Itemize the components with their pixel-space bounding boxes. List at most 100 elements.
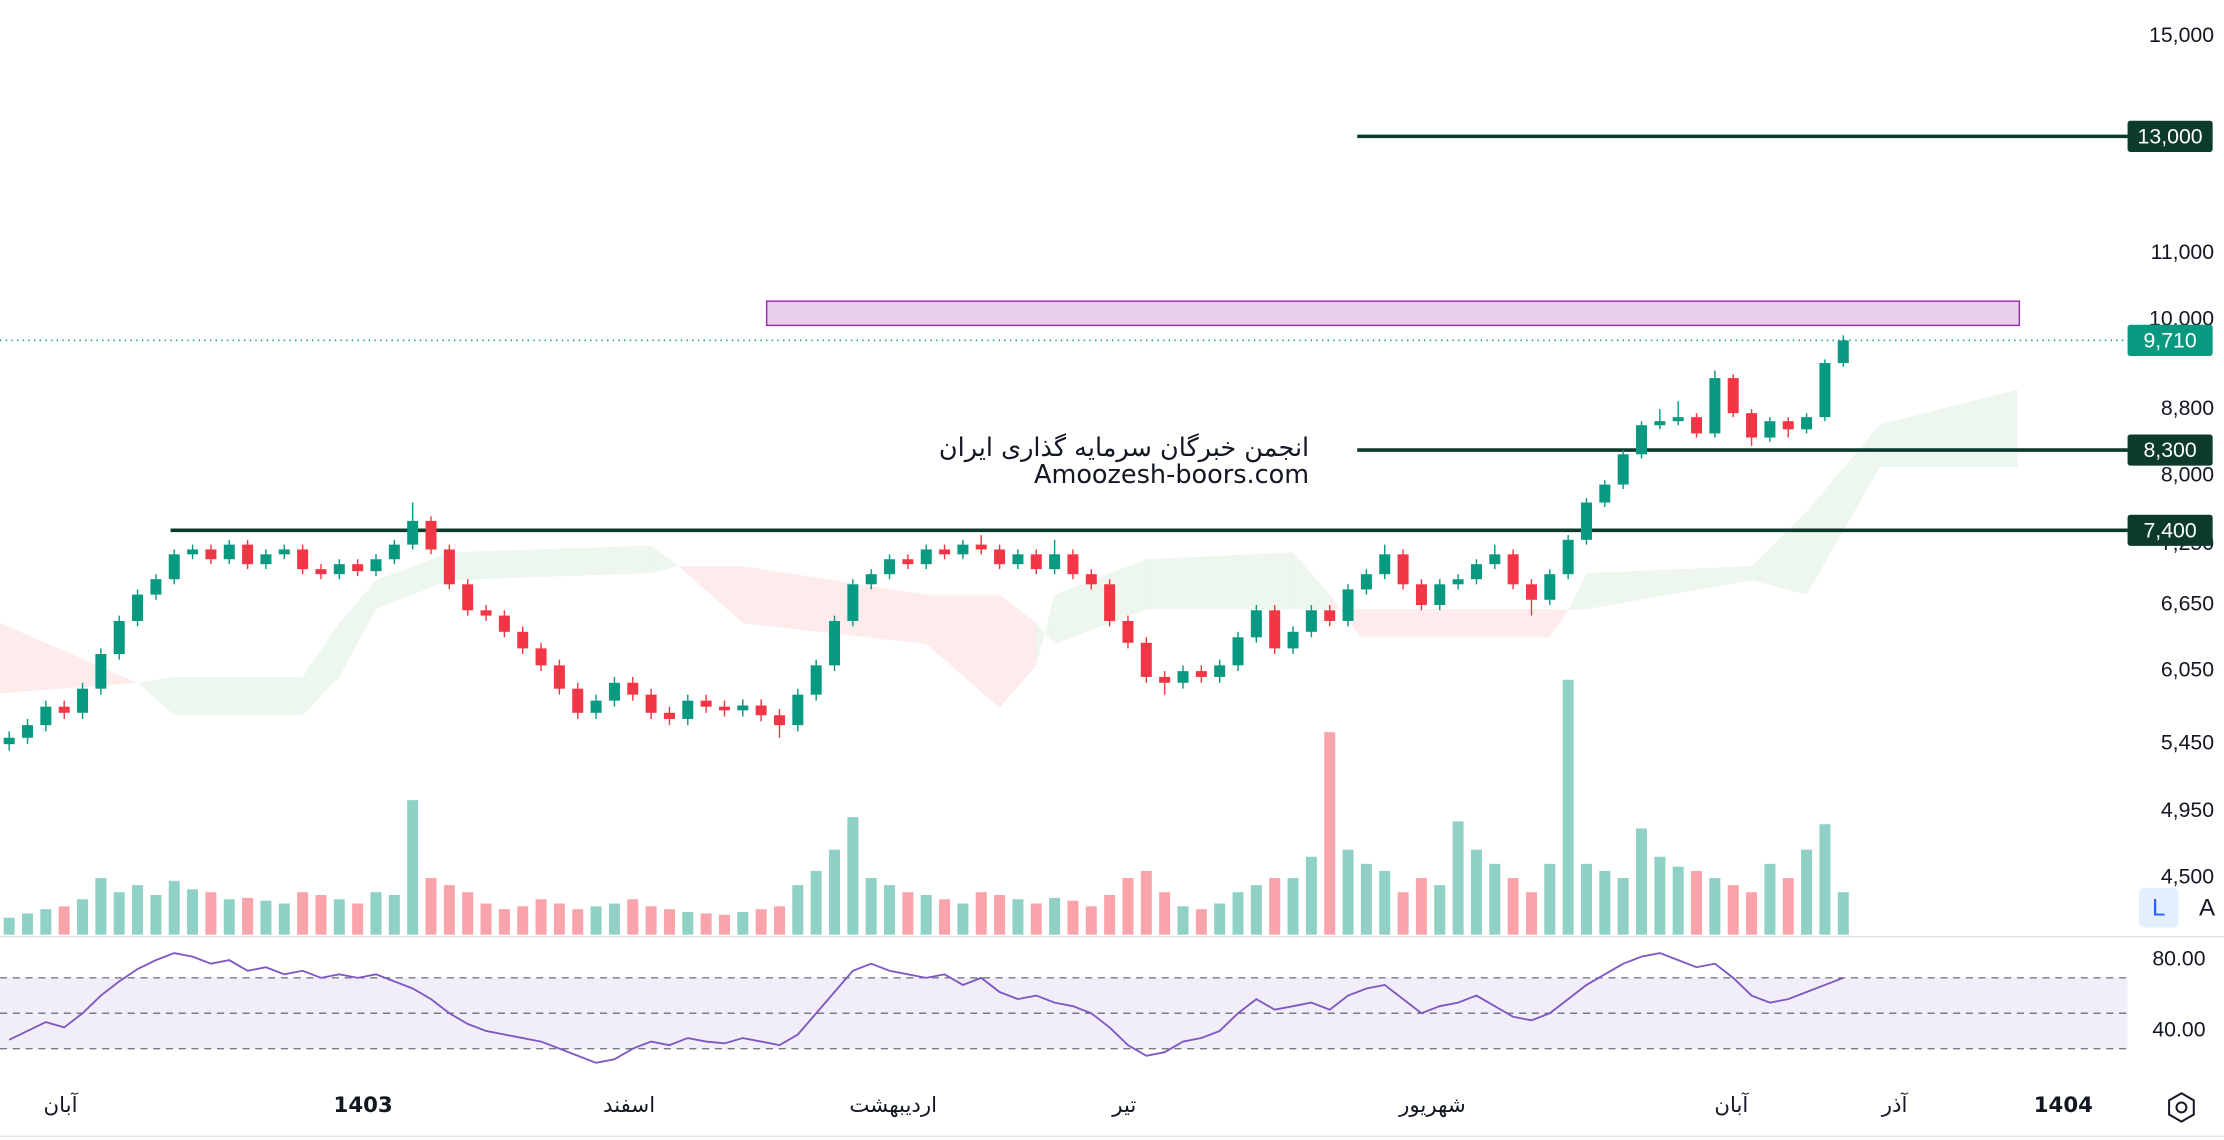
level-label: 7,400 [2143, 518, 2196, 542]
candle-body [95, 654, 107, 689]
x-tick-label: آبان [1714, 1091, 1749, 1118]
scale-button[interactable] [2138, 887, 2179, 928]
volume-bar [1782, 878, 1794, 935]
volume-bar [242, 897, 254, 935]
candle-body [810, 665, 822, 695]
volume-bar [920, 895, 932, 935]
volume-bar [443, 885, 455, 935]
volume-bar [352, 903, 364, 935]
candle-body [407, 520, 419, 545]
cloud-segment [678, 566, 743, 624]
candle-body [1837, 340, 1849, 364]
volume-bar [1544, 863, 1556, 935]
cloud-segment [302, 623, 340, 716]
candle-body [260, 554, 272, 565]
candle-body [462, 584, 474, 611]
x-tick-label: 1404 [2034, 1093, 2093, 1118]
candle-body [902, 559, 914, 565]
y-tick-label: 4,500 [2161, 865, 2214, 889]
volume-bar [1727, 885, 1739, 935]
x-tick-label: شهریور [1398, 1093, 1466, 1118]
candle-body [939, 549, 951, 555]
y-tick-label: 15,000 [2149, 23, 2214, 47]
volume-bar [608, 903, 620, 935]
volume-bar [663, 909, 675, 935]
volume-bar [773, 906, 785, 935]
volume-bar [829, 849, 841, 935]
volume-bar [1764, 863, 1776, 935]
candle-body [1434, 584, 1446, 606]
candle-body [1507, 554, 1519, 585]
cloud-segment [1293, 552, 1330, 610]
volume-bar [1507, 878, 1519, 935]
candle-body [1727, 378, 1739, 414]
volume-bar [1562, 679, 1574, 935]
cloud-segment [1360, 609, 1550, 638]
y-tick-label: 5,450 [2161, 731, 2214, 755]
candle-body [1104, 584, 1116, 621]
volume-bar [1287, 878, 1299, 935]
volume-bar [994, 895, 1006, 935]
volume-bar [847, 817, 859, 935]
volume-bar [40, 909, 52, 935]
volume-bar [480, 903, 492, 935]
volume-bar [1599, 870, 1611, 935]
candle-body [425, 520, 437, 550]
candle-body [1140, 642, 1152, 677]
volume-bar [278, 903, 290, 935]
candle-body [58, 706, 70, 713]
candle-body [1709, 378, 1721, 434]
scale-button-label[interactable]: L [2152, 895, 2165, 922]
volume-bar [939, 899, 951, 935]
last-price-box [2127, 324, 2213, 356]
candle-body [1636, 425, 1648, 455]
candle-body [1214, 665, 1226, 677]
settings-icon[interactable] [2168, 1092, 2195, 1123]
cloud-segment [174, 676, 303, 716]
candle-body [297, 549, 309, 570]
x-tick-label: آذر [1881, 1091, 1909, 1118]
level-label: 8,300 [2143, 438, 2196, 462]
scale-button-label[interactable]: A [2199, 895, 2216, 922]
last-price-label: 9,710 [2143, 328, 2196, 352]
candle-body [1764, 421, 1776, 438]
level-label-box [2127, 514, 2213, 546]
candle-body [77, 688, 89, 713]
volume-bar [1837, 892, 1849, 935]
candle-body [132, 594, 144, 621]
volume-bar [1434, 885, 1446, 935]
candle-body [1415, 584, 1427, 606]
scale-button[interactable] [2187, 887, 2224, 928]
candle-body [1691, 417, 1703, 434]
candle-body [718, 706, 730, 711]
volume-bar [1636, 828, 1648, 935]
volume-bar [1580, 863, 1592, 935]
candle-body [884, 559, 896, 575]
volume-bar [1232, 892, 1244, 935]
volume-bar [1654, 856, 1666, 935]
volume-bar [113, 892, 125, 935]
volume-bar [462, 892, 474, 935]
volume-bar [1415, 878, 1427, 935]
volume-bar [975, 892, 987, 935]
volume-bar [58, 906, 70, 935]
volume-bar [755, 909, 767, 935]
volume-bar [205, 892, 217, 935]
candle-body [1617, 454, 1629, 485]
candle-body [1159, 676, 1171, 683]
candle-body [1085, 574, 1097, 585]
volume-bar [407, 800, 419, 935]
candle-body [517, 631, 529, 649]
candle-body [1544, 574, 1556, 600]
candle-body [1067, 554, 1079, 575]
y-tick-label: 6,050 [2161, 658, 2214, 682]
volume-bar [132, 885, 144, 935]
candle-body [1562, 539, 1574, 575]
candle-body [847, 584, 859, 621]
candle-body [22, 725, 34, 738]
volume-bar [370, 892, 382, 935]
x-tick-label: آبان [44, 1091, 79, 1118]
x-tick-label: تیر [1111, 1093, 1136, 1118]
